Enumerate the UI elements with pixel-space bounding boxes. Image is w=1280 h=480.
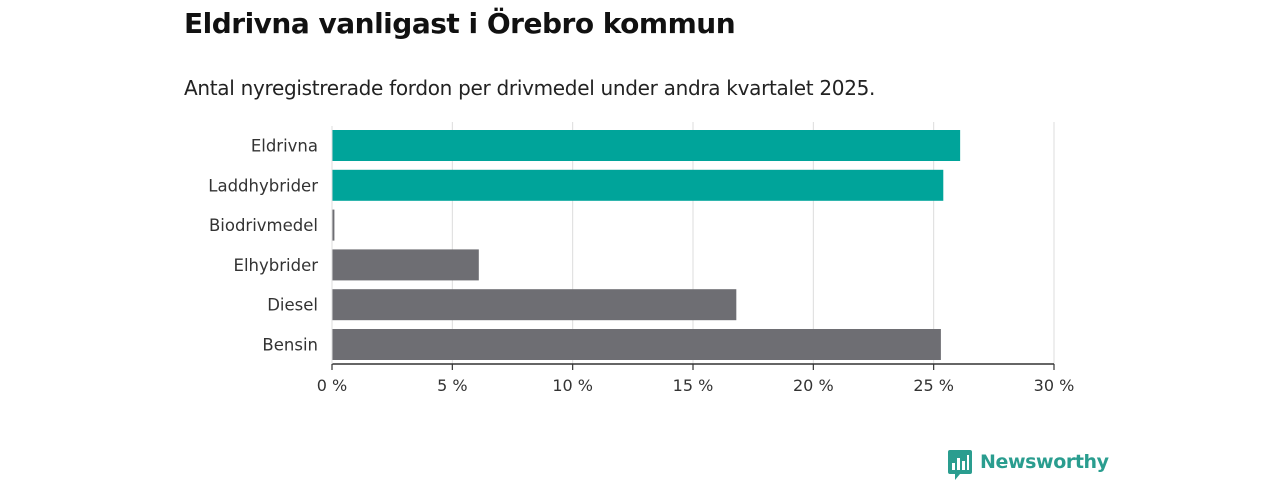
bar-chart: Eldrivna Laddhybrider Biodrivmedel Elhybrid… [208,122,1075,395]
category-label: Laddhybrider [208,176,318,195]
bars [332,130,961,360]
bar-diesel [332,289,737,321]
category-label: Bensin [262,336,318,355]
x-tick-label: 0 % [317,376,347,395]
x-tick-label: 30 % [1034,376,1075,395]
x-axis: 0 % 5 % 10 % 15 % 20 % 25 % 30 % [317,126,1075,395]
bar-elhybrider [332,249,479,281]
brand-logo: Newsworthy [948,450,1109,480]
x-tick-label: 5 % [437,376,467,395]
bar-eldrivna [332,130,961,161]
chart-title: Eldrivna vanligast i Örebro kommun [184,7,736,40]
chart-subtitle: Antal nyregistrerade fordon per drivmede… [184,76,876,100]
category-label: Elhybrider [234,256,319,275]
bar-biodrivmedel [332,209,335,241]
bar-bensin [332,329,941,360]
category-label: Diesel [267,296,318,315]
category-labels: Eldrivna Laddhybrider Biodrivmedel Elhybrid… [208,137,318,355]
newsworthy-logo-icon [948,450,972,480]
bar-laddhybrider [332,169,944,201]
category-label: Eldrivna [251,137,318,156]
x-tick-label: 10 % [552,376,593,395]
x-tick-label: 15 % [673,376,714,395]
category-label: Biodrivmedel [209,216,318,235]
x-tick-label: 20 % [793,376,834,395]
grid-lines [451,122,1055,364]
brand-name: Newsworthy [980,451,1109,473]
x-tick-label: 25 % [913,376,954,395]
